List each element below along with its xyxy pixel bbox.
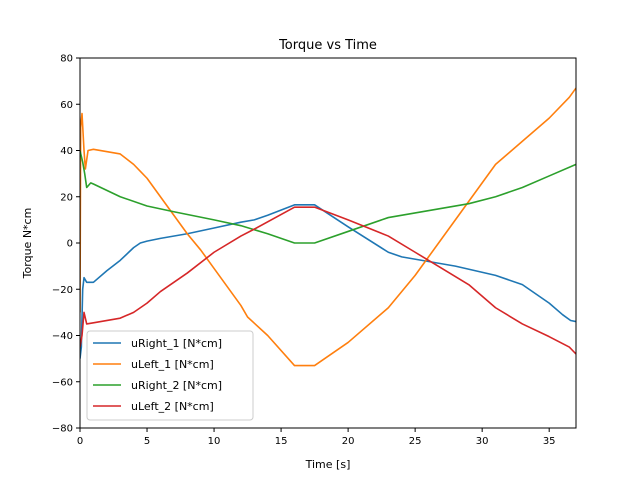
y-axis: −80 −60 −40 −20 0 20 40 60 80	[52, 54, 80, 435]
y-tick-label: 40	[60, 146, 73, 157]
y-axis-label: Torque N*cm	[21, 208, 34, 280]
x-tick-label: 0	[77, 436, 83, 447]
x-tick-label: 35	[543, 436, 556, 447]
x-tick-label: 20	[342, 436, 355, 447]
x-tick-label: 10	[208, 436, 221, 447]
x-axis-label: Time [s]	[305, 458, 351, 471]
y-tick-label: −60	[52, 377, 73, 388]
y-tick-label: 0	[67, 239, 73, 250]
legend-label: uRight_2 [N*cm]	[131, 379, 222, 392]
x-tick-label: 15	[275, 436, 288, 447]
legend-label: uLeft_1 [N*cm]	[131, 358, 214, 371]
x-axis: 0 5 10 15 20 25 30 35	[77, 428, 556, 447]
series-group	[80, 87, 576, 367]
series-line-4	[80, 206, 576, 355]
y-tick-label: −20	[52, 285, 73, 296]
legend-label: uRight_1 [N*cm]	[131, 337, 222, 350]
legend-items: uRight_1 [N*cm] uLeft_1 [N*cm] uRight_2 [N…	[93, 337, 222, 413]
chart-title: Torque vs Time	[278, 38, 377, 53]
x-tick-label: 5	[144, 436, 150, 447]
y-tick-label: 20	[60, 192, 73, 203]
series-line-3	[80, 150, 576, 244]
y-tick-label: 80	[60, 54, 73, 65]
y-tick-label: −40	[52, 331, 73, 342]
legend-label: uLeft_2 [N*cm]	[131, 400, 214, 413]
series-line-1	[80, 204, 576, 359]
x-tick-label: 30	[476, 436, 489, 447]
x-tick-label: 25	[409, 436, 422, 447]
y-tick-label: −80	[52, 424, 73, 435]
legend-box	[86, 330, 254, 421]
legend: uRight_1 [N*cm] uLeft_1 [N*cm] uRight_2 [N…	[86, 330, 254, 421]
y-tick-label: 60	[60, 100, 73, 111]
series-line-2	[80, 87, 576, 367]
plot-area	[79, 57, 577, 429]
